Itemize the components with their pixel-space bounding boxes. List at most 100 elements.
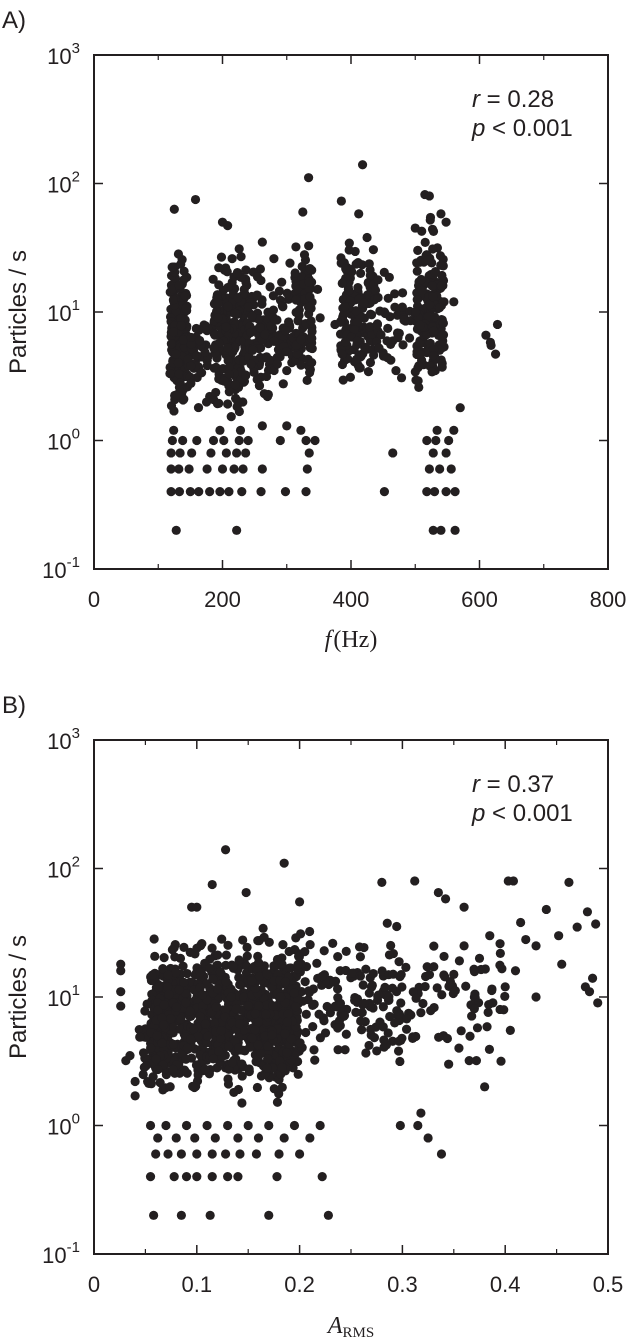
data-point (304, 277, 314, 287)
annotation-r-a: r = 0.28 (472, 86, 554, 113)
data-point (450, 487, 460, 497)
data-point (340, 301, 350, 312)
p-value-a: < 0.001 (485, 115, 572, 142)
data-point (220, 1005, 230, 1016)
y-tick-exponent: 3 (72, 40, 80, 57)
r-value-a: = 0.28 (480, 86, 554, 113)
data-point (383, 323, 393, 334)
data-point (295, 929, 306, 939)
data-point (382, 336, 392, 346)
data-point (470, 989, 480, 999)
data-point (337, 349, 347, 359)
data-point (241, 370, 251, 380)
data-point (295, 1038, 305, 1048)
data-point (374, 343, 384, 353)
data-point (397, 302, 407, 312)
data-points-b (116, 845, 603, 1220)
data-point (291, 307, 301, 318)
data-point (254, 971, 265, 982)
data-point (461, 981, 471, 991)
data-point (379, 1035, 389, 1045)
data-point (291, 1002, 301, 1012)
data-point (495, 939, 505, 949)
data-point (450, 525, 460, 535)
data-point (179, 977, 189, 987)
data-point (459, 941, 469, 951)
data-point (236, 251, 246, 262)
data-point (309, 1045, 319, 1055)
data-point (116, 1001, 126, 1011)
y-axis-title-b: Particles / s (5, 935, 32, 1059)
data-point (296, 335, 306, 345)
data-point (208, 974, 218, 984)
data-point (280, 326, 291, 336)
data-point (210, 330, 220, 340)
data-point (296, 360, 306, 370)
data-point (170, 968, 181, 978)
data-point (229, 464, 239, 474)
data-point (272, 954, 283, 965)
data-point (286, 1034, 296, 1044)
data-point (413, 245, 423, 255)
data-point (304, 987, 315, 997)
data-point (437, 331, 447, 341)
data-point (200, 347, 210, 357)
annotation-p-b: p < 0.001 (471, 800, 573, 827)
data-point (195, 982, 205, 993)
data-point (317, 971, 327, 981)
data-point (234, 435, 244, 446)
data-point (366, 1024, 376, 1035)
data-point (282, 421, 292, 431)
data-point (258, 923, 268, 933)
data-point (182, 968, 192, 979)
data-point (185, 487, 195, 497)
data-point (246, 359, 256, 369)
data-point (279, 1133, 289, 1143)
data-point (145, 1120, 156, 1131)
panel-label-a: A) (2, 7, 26, 34)
data-point (282, 1017, 292, 1027)
data-point (385, 1011, 395, 1022)
panel-b: B) Particles / s 0 0.1 0.2 0.3 0.4 0.5 10-110… (2, 692, 623, 1341)
data-point (464, 1055, 474, 1066)
data-point (226, 412, 236, 422)
data-point (418, 998, 428, 1009)
data-point (223, 221, 233, 231)
data-point (302, 375, 312, 386)
data-point (279, 858, 289, 868)
data-point (188, 1024, 199, 1034)
data-point (251, 1149, 262, 1159)
data-point (187, 448, 197, 458)
data-point (227, 1057, 237, 1068)
data-point (335, 317, 345, 327)
data-point (197, 990, 208, 1000)
data-point (398, 340, 408, 350)
data-point (305, 926, 315, 937)
data-point (382, 918, 392, 928)
data-point (186, 339, 196, 349)
data-point (436, 260, 446, 270)
data-point (191, 1060, 202, 1070)
data-point (355, 952, 365, 962)
x-axis-title-a: f(Hz) (325, 627, 378, 653)
data-point (427, 367, 437, 377)
data-point (249, 367, 259, 377)
data-point (188, 1081, 198, 1091)
data-point (423, 255, 433, 265)
data-point (169, 406, 179, 416)
data-point (165, 1082, 175, 1092)
data-point (422, 487, 432, 497)
data-point (396, 998, 406, 1008)
data-point (214, 398, 224, 408)
data-point (243, 302, 254, 312)
data-point (213, 950, 223, 960)
data-point (431, 435, 441, 446)
data-point (333, 951, 343, 962)
data-point (219, 435, 229, 446)
data-point (359, 342, 370, 352)
y-tick-base: 10 (47, 301, 71, 326)
data-point (253, 1040, 263, 1050)
data-point (396, 373, 407, 383)
data-point (217, 934, 227, 944)
data-point (245, 1042, 255, 1052)
